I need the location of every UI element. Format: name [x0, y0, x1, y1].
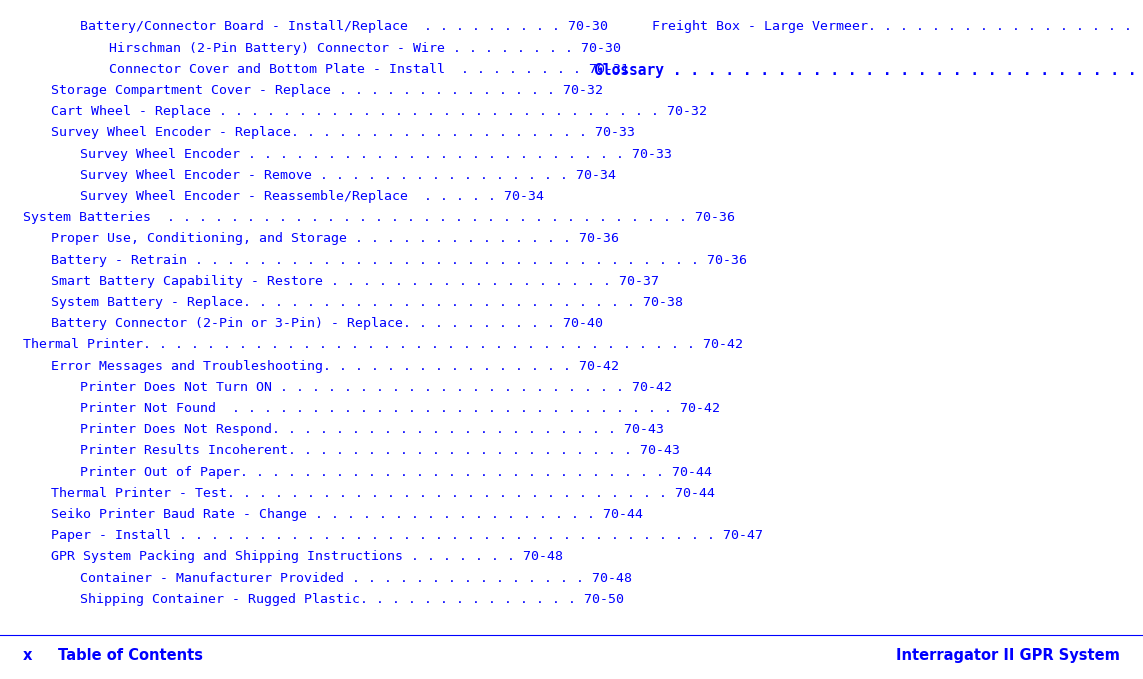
Text: Survey Wheel Encoder . . . . . . . . . . . . . . . . . . . . . . . . 70-33: Survey Wheel Encoder . . . . . . . . . .… — [80, 147, 672, 161]
Text: Container - Manufacturer Provided . . . . . . . . . . . . . . . 70-48: Container - Manufacturer Provided . . . … — [80, 572, 632, 585]
Text: Printer Does Not Turn ON . . . . . . . . . . . . . . . . . . . . . . 70-42: Printer Does Not Turn ON . . . . . . . .… — [80, 381, 672, 394]
Text: Glossary . . . . . . . . . . . . . . . . . . . . . . . . . . . . . . . . . . . .: Glossary . . . . . . . . . . . . . . . .… — [594, 62, 1143, 78]
Text: Cart Wheel - Replace . . . . . . . . . . . . . . . . . . . . . . . . . . . . 70-: Cart Wheel - Replace . . . . . . . . . .… — [51, 105, 708, 118]
Text: Survey Wheel Encoder - Remove . . . . . . . . . . . . . . . . 70-34: Survey Wheel Encoder - Remove . . . . . … — [80, 169, 616, 182]
Text: Seiko Printer Baud Rate - Change . . . . . . . . . . . . . . . . . . 70-44: Seiko Printer Baud Rate - Change . . . .… — [51, 508, 644, 521]
Text: Survey Wheel Encoder - Reassemble/Replace  . . . . . 70-34: Survey Wheel Encoder - Reassemble/Replac… — [80, 190, 544, 203]
Text: Thermal Printer. . . . . . . . . . . . . . . . . . . . . . . . . . . . . . . . .: Thermal Printer. . . . . . . . . . . . .… — [23, 338, 743, 352]
Text: Interragator II GPR System: Interragator II GPR System — [896, 648, 1120, 663]
Text: Hirschman (2-Pin Battery) Connector - Wire . . . . . . . . 70-30: Hirschman (2-Pin Battery) Connector - Wi… — [109, 41, 621, 54]
Text: Storage Compartment Cover - Replace . . . . . . . . . . . . . . 70-32: Storage Compartment Cover - Replace . . … — [51, 84, 604, 97]
Text: Printer Not Found  . . . . . . . . . . . . . . . . . . . . . . . . . . . . 70-42: Printer Not Found . . . . . . . . . . . … — [80, 402, 720, 415]
Text: Freight Box - Large Vermeer. . . . . . . . . . . . . . . . . .  70-53: Freight Box - Large Vermeer. . . . . . .… — [652, 20, 1143, 33]
Text: Printer Results Incoherent. . . . . . . . . . . . . . . . . . . . . . 70-43: Printer Results Incoherent. . . . . . . … — [80, 445, 680, 458]
Text: Smart Battery Capability - Restore . . . . . . . . . . . . . . . . . . 70-37: Smart Battery Capability - Restore . . .… — [51, 275, 660, 288]
Text: GPR System Packing and Shipping Instructions . . . . . . . 70-48: GPR System Packing and Shipping Instruct… — [51, 551, 563, 564]
Text: System Battery - Replace. . . . . . . . . . . . . . . . . . . . . . . . . 70-38: System Battery - Replace. . . . . . . . … — [51, 296, 684, 309]
Text: Battery - Retrain . . . . . . . . . . . . . . . . . . . . . . . . . . . . . . . : Battery - Retrain . . . . . . . . . . . … — [51, 254, 748, 267]
Text: Printer Out of Paper. . . . . . . . . . . . . . . . . . . . . . . . . . . 70-44: Printer Out of Paper. . . . . . . . . . … — [80, 466, 712, 479]
Text: Paper - Install . . . . . . . . . . . . . . . . . . . . . . . . . . . . . . . . : Paper - Install . . . . . . . . . . . . … — [51, 529, 764, 543]
Text: Shipping Container - Rugged Plastic. . . . . . . . . . . . . . 70-50: Shipping Container - Rugged Plastic. . .… — [80, 593, 624, 606]
Text: Survey Wheel Encoder - Replace. . . . . . . . . . . . . . . . . . . 70-33: Survey Wheel Encoder - Replace. . . . . … — [51, 126, 636, 139]
Text: Battery/Connector Board - Install/Replace  . . . . . . . . . 70-30: Battery/Connector Board - Install/Replac… — [80, 20, 608, 33]
Text: x     Table of Contents: x Table of Contents — [23, 648, 202, 663]
Text: Proper Use, Conditioning, and Storage . . . . . . . . . . . . . . 70-36: Proper Use, Conditioning, and Storage . … — [51, 232, 620, 245]
Text: Connector Cover and Bottom Plate - Install  . . . . . . . . 70-31: Connector Cover and Bottom Plate - Insta… — [109, 62, 629, 76]
Text: Printer Does Not Respond. . . . . . . . . . . . . . . . . . . . . . 70-43: Printer Does Not Respond. . . . . . . . … — [80, 423, 664, 436]
Text: Battery Connector (2-Pin or 3-Pin) - Replace. . . . . . . . . . 70-40: Battery Connector (2-Pin or 3-Pin) - Rep… — [51, 317, 604, 330]
Text: Error Messages and Troubleshooting. . . . . . . . . . . . . . . . 70-42: Error Messages and Troubleshooting. . . … — [51, 360, 620, 373]
Text: Thermal Printer - Test. . . . . . . . . . . . . . . . . . . . . . . . . . . . 70: Thermal Printer - Test. . . . . . . . . … — [51, 487, 716, 500]
Text: System Batteries  . . . . . . . . . . . . . . . . . . . . . . . . . . . . . . . : System Batteries . . . . . . . . . . . .… — [23, 211, 735, 224]
